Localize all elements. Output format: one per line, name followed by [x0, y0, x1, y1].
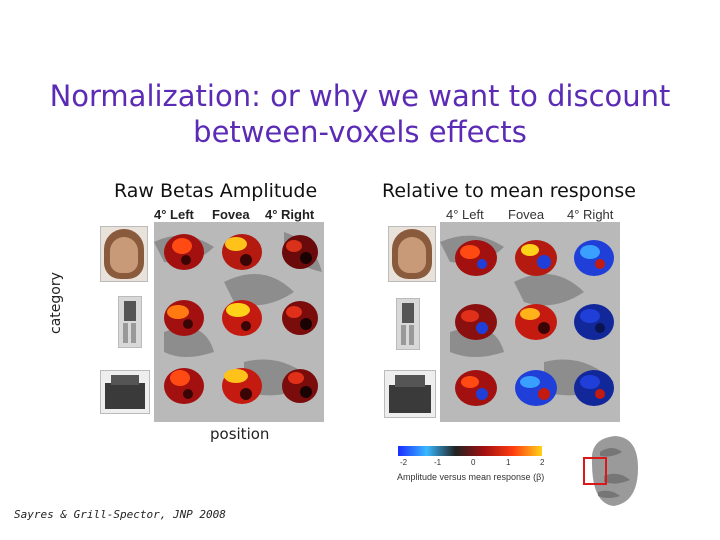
position-axis-label: position [210, 425, 270, 443]
left-brain-maps [154, 222, 324, 422]
body-stimulus [396, 298, 420, 350]
citation: Sayres & Grill-Spector, JNP 2008 [14, 508, 226, 521]
relative-face-row [455, 240, 614, 276]
slide-title: Normalization: or why we want to discoun… [49, 79, 671, 149]
raw-face-row [164, 234, 318, 270]
colorbar-tick: -1 [434, 458, 442, 467]
raw-body-row [164, 300, 318, 336]
body-stimulus [118, 296, 142, 348]
face-stimulus [100, 226, 148, 282]
colorbar-tick: 0 [471, 458, 476, 467]
right-col-header-right: 4° Right [567, 207, 614, 222]
house-stimulus [100, 370, 150, 414]
right-col-header-fovea: Fovea [508, 207, 545, 222]
face-stimulus [388, 226, 436, 282]
colorbar-tick: 2 [540, 458, 545, 467]
left-col-header-right: 4° Right [265, 207, 315, 222]
raw-house-row [164, 368, 318, 404]
relative-body-row [455, 304, 614, 340]
colorbar-tick: -2 [400, 458, 408, 467]
right-brain-maps [440, 222, 620, 422]
right-col-header-left: 4° Left [446, 207, 484, 222]
colorbar-label: Amplitude versus mean response (β) [397, 472, 545, 482]
right-brain-grid [384, 222, 620, 422]
relative-house-row [455, 370, 614, 406]
left-brain-grid [94, 222, 324, 422]
colorbar-tick: 1 [506, 458, 511, 467]
house-stimulus [384, 370, 436, 418]
left-col-header-fovea: Fovea [212, 207, 250, 222]
roi-highlight-box [583, 457, 607, 485]
right-panel-heading: Relative to mean response [382, 180, 636, 202]
cortex-inset [583, 436, 638, 506]
category-axis-label: category [48, 272, 64, 334]
left-panel-heading: Raw Betas Amplitude [114, 180, 318, 202]
left-col-header-left: 4° Left [154, 207, 194, 222]
colorbar [398, 446, 542, 456]
